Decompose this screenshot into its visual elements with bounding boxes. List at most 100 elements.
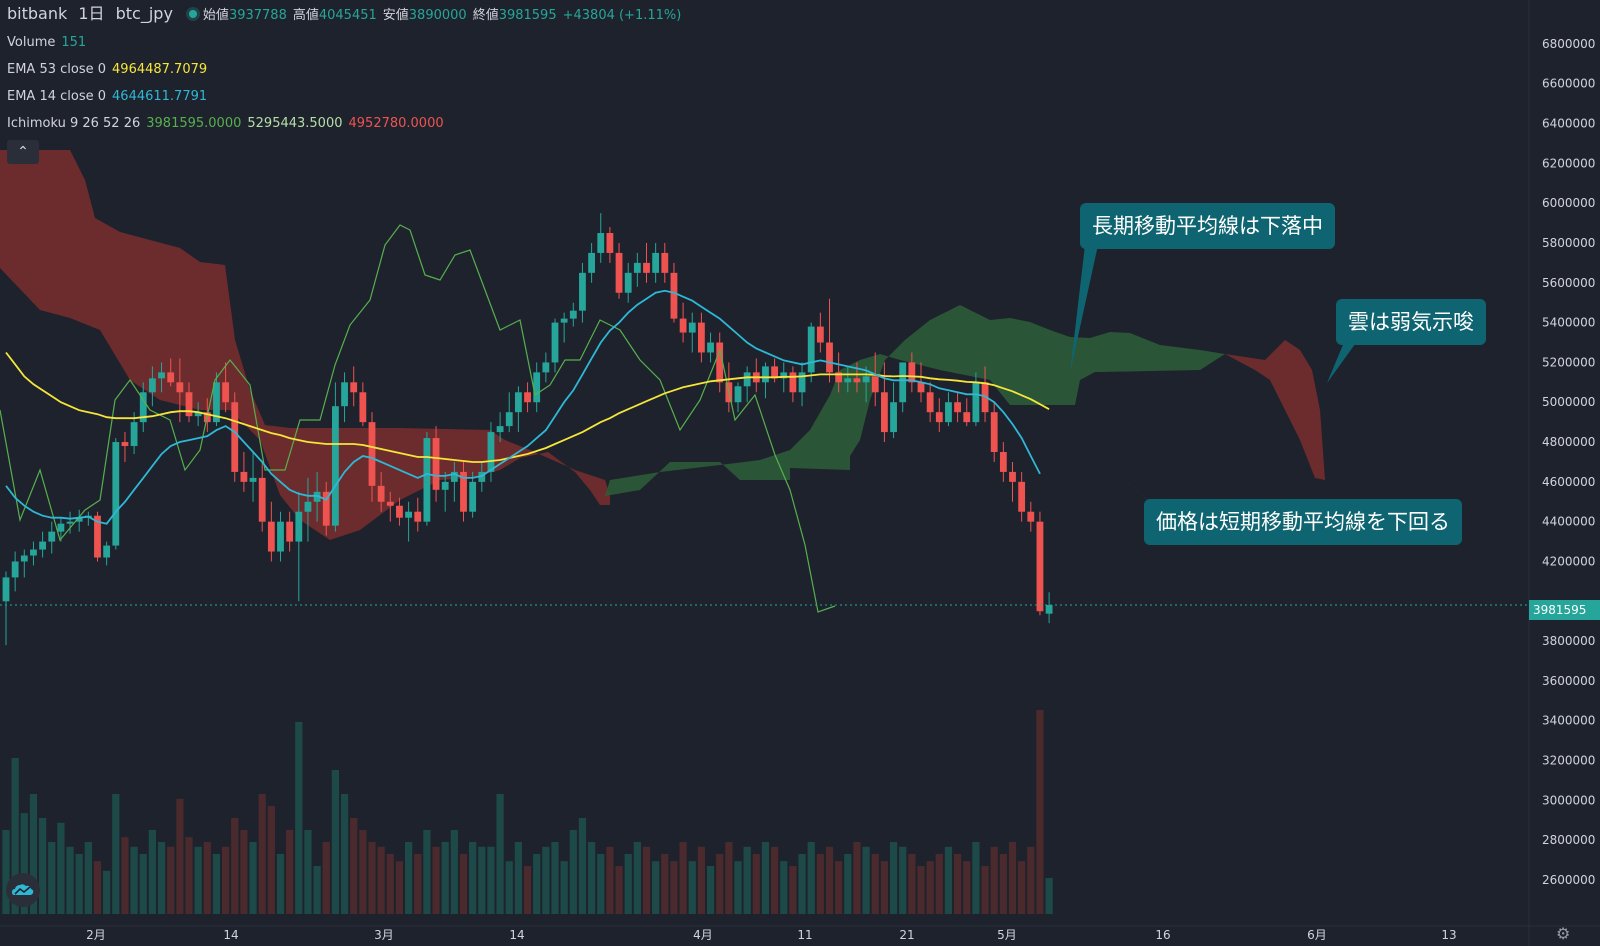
low-label: 安値 [382, 8, 409, 23]
time-tick-label: 14 [223, 928, 238, 942]
candle-body [652, 252, 660, 273]
volume-bar [880, 861, 888, 914]
candle-body [588, 252, 595, 273]
candle-body [670, 272, 678, 319]
candle-body [835, 372, 843, 383]
volume-bar [615, 866, 623, 914]
annotation-short-ema[interactable]: 価格は短期移動平均線を下回る [1144, 499, 1462, 545]
volume-bar [130, 846, 138, 914]
volume-bar [569, 830, 577, 914]
volume-bar [798, 854, 806, 914]
volume-legend[interactable]: Volume 151 [7, 35, 92, 51]
price-tick-label: 6800000 [1542, 37, 1595, 51]
candle-body [2, 577, 10, 602]
ema53-legend[interactable]: EMA 53 close 0 4964487.7079 [7, 62, 213, 78]
price-tick-label: 5800000 [1542, 236, 1595, 250]
annotation-long-ema[interactable]: 長期移動平均線は下落中 [1080, 203, 1335, 249]
volume-bar [523, 866, 532, 914]
volume-bar [295, 722, 303, 914]
volume-bar [93, 861, 102, 914]
open-label: 始値 [202, 8, 229, 23]
close-label: 終値 [472, 8, 499, 23]
ichimoku-legend[interactable]: Ichimoku 9 26 52 26 3981595.0000 5295443.5… [7, 116, 450, 132]
volume-bar [716, 854, 724, 914]
volume-bar [551, 842, 559, 914]
interval[interactable]: 1日 [78, 4, 105, 23]
candle-body [103, 545, 111, 558]
settings-gear-icon[interactable]: ⚙ [1556, 924, 1571, 943]
volume-bar [368, 842, 376, 914]
symbol-legend[interactable]: bitbank 1日 btc_jpy 始値3937788 高値4045451 安値38… [7, 6, 693, 24]
candle-body [579, 272, 586, 311]
candle-body [341, 382, 348, 407]
volume-bar [771, 846, 779, 914]
candle-body [853, 378, 861, 383]
candle-body [972, 382, 980, 423]
volume-bar [405, 842, 413, 914]
ichimoku-cloud [0, 150, 1325, 540]
candle-body [222, 382, 229, 403]
volume-bar [706, 866, 715, 914]
candle-body [679, 318, 687, 333]
volume-bar [258, 794, 266, 914]
price-tick-label: 5000000 [1542, 395, 1595, 409]
price-tick-label: 3200000 [1542, 754, 1595, 768]
volume-bar [560, 861, 568, 914]
candle-body [881, 392, 888, 433]
candle-body [139, 392, 147, 423]
volume-bar [20, 813, 28, 914]
price-tick-label: 2600000 [1542, 873, 1595, 887]
candle-body [487, 432, 495, 472]
price-tick-label: 4200000 [1542, 554, 1595, 568]
time-tick-label: 21 [899, 928, 914, 942]
candle-body [862, 376, 870, 383]
exchange-name: bitbank [7, 4, 68, 23]
candle-body [771, 366, 778, 379]
annotation-cloud[interactable]: 雲は弱気示唆 [1336, 299, 1486, 345]
tradingview-logo-icon[interactable] [6, 873, 40, 907]
candle-body [213, 382, 220, 423]
symbol-name: btc_jpy [115, 4, 173, 23]
price-tick-label: 4800000 [1542, 435, 1595, 449]
candle-body [954, 402, 961, 413]
candle-body [57, 523, 65, 532]
volume-bar [835, 861, 843, 914]
volume-bar [121, 837, 129, 914]
volume-bar [11, 758, 19, 914]
candle-body [1009, 471, 1016, 482]
volume-bar [212, 854, 221, 914]
candle-body [707, 342, 714, 353]
price-tick-label: 4600000 [1542, 475, 1595, 489]
volume-bar [478, 846, 486, 914]
collapse-legend-button[interactable]: ⌃ [7, 140, 39, 164]
candle-body [359, 392, 367, 423]
candle-body [112, 442, 120, 546]
volume-bar [871, 854, 879, 914]
price-tick-label: 2800000 [1542, 833, 1595, 847]
volume-bar [377, 846, 385, 914]
volume-bar [944, 846, 953, 914]
volume-bar [414, 854, 422, 914]
volume-bar [496, 794, 504, 914]
volume-bar [853, 842, 861, 914]
candle-body [75, 517, 83, 522]
volume-bar [542, 846, 550, 914]
volume-bar [670, 861, 678, 914]
price-tick-label: 5400000 [1542, 316, 1595, 330]
price-axis-panel [1529, 0, 1600, 946]
candle-body [569, 310, 577, 319]
candle-body [606, 233, 614, 253]
candle-body [460, 471, 467, 512]
candle-body [551, 322, 559, 363]
candle-body [917, 382, 925, 393]
candle-body [926, 392, 934, 413]
candle-body [1036, 521, 1044, 612]
volume-bar [697, 846, 705, 914]
ema14-legend[interactable]: EMA 14 close 0 4644611.7791 [7, 89, 213, 105]
volume-bar [679, 842, 687, 914]
candle-body [515, 392, 522, 413]
annotation-short-ema-pointer [1092, 448, 1160, 512]
ema14-value: 4644611.7791 [112, 89, 208, 104]
